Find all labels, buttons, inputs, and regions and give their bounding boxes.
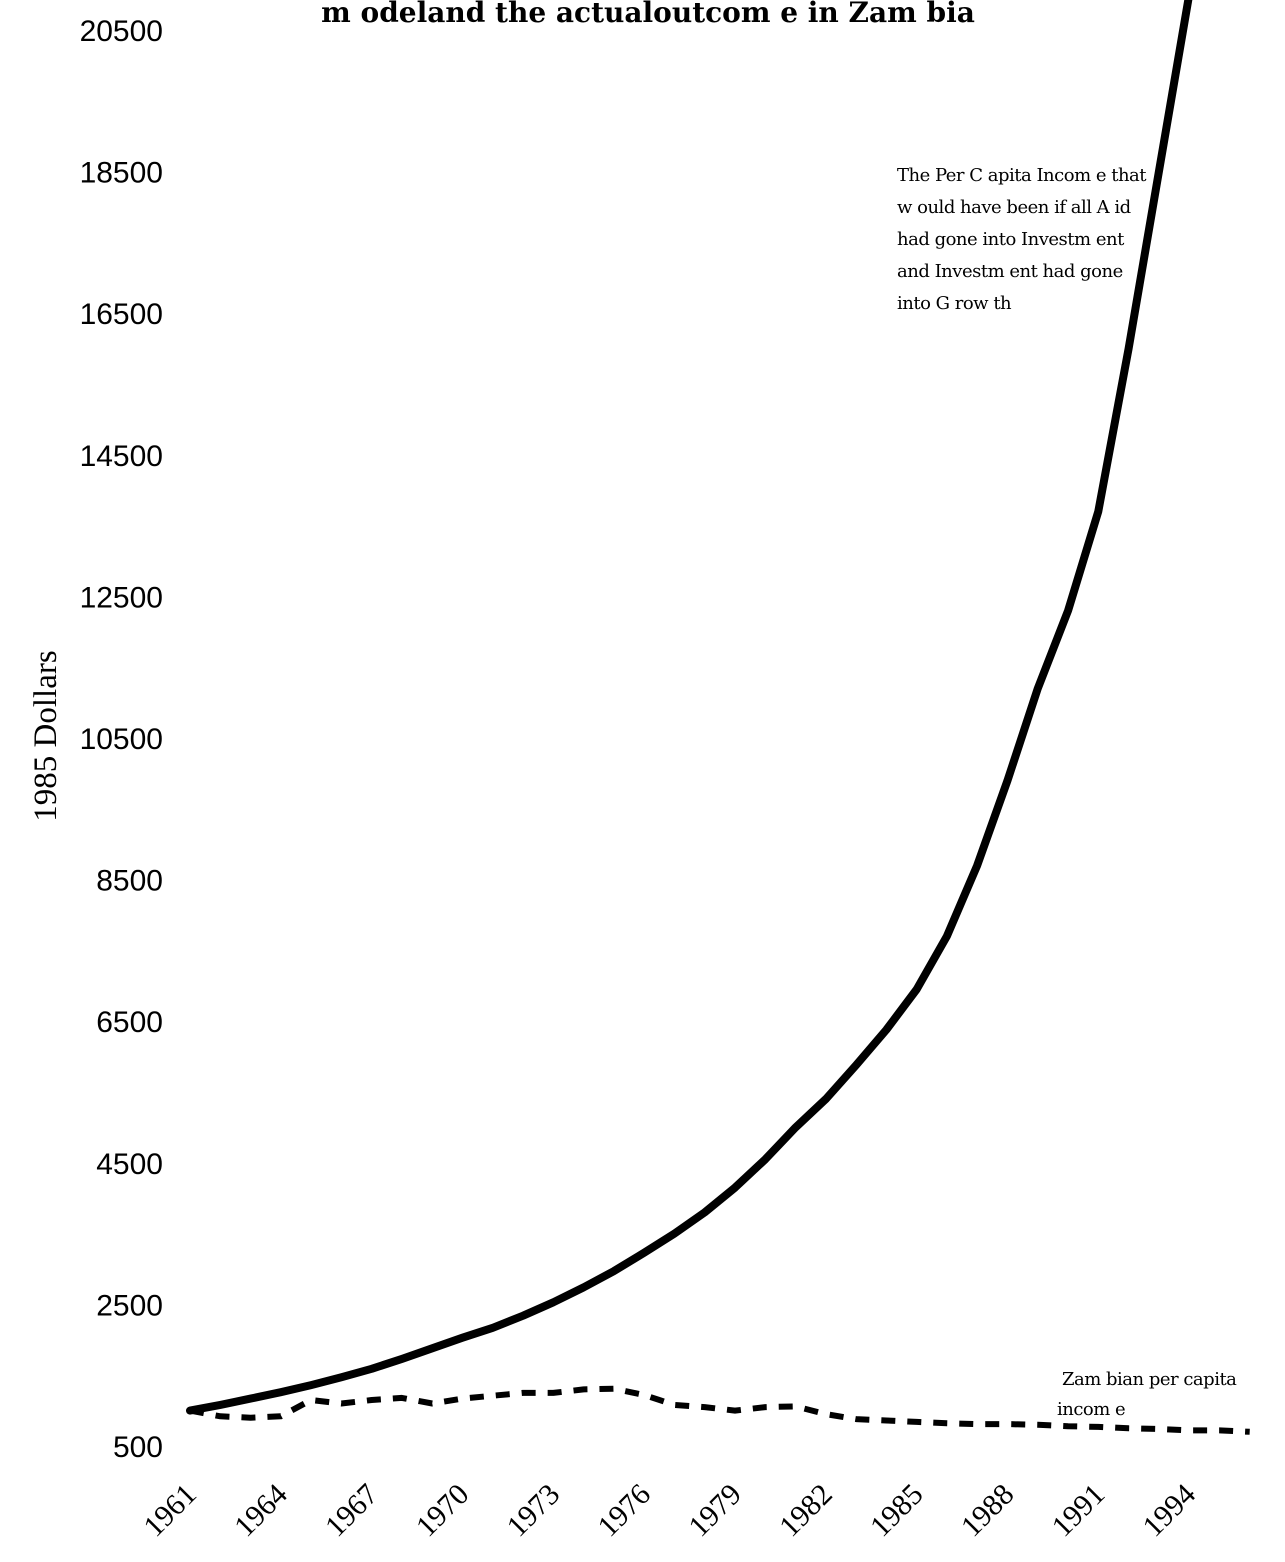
annotation-line: into G row th: [897, 293, 1012, 314]
x-tick-label: 1967: [319, 1478, 385, 1544]
y-tick-label: 6500: [96, 1006, 163, 1039]
annotation-line: incom e: [1057, 1399, 1125, 1420]
annotation-line: and Investm ent had gone: [897, 261, 1123, 282]
y-tick-label: 12500: [80, 581, 163, 614]
annotation-line: Zam bian per capita: [1062, 1369, 1237, 1390]
y-tick-label: 14500: [80, 440, 163, 473]
annotation-line: w ould have been if all A id: [897, 197, 1131, 218]
x-tick-label: 1976: [591, 1478, 657, 1544]
y-axis-label: 1985 Dollars: [28, 650, 64, 821]
series-line-actual: [189, 1385, 1250, 1435]
y-tick-label: 18500: [80, 157, 163, 190]
y-axis-ticks: 500 2500 4500 6500 8500 10500 12500 14500 16500 1…: [80, 15, 163, 1464]
annotation-line: had gone into Investm ent: [897, 229, 1125, 250]
chart-title: m odeland the actualoutcom e in Zam bia: [321, 0, 975, 29]
annotation-zambia-income: Zam bian per capita incom e: [1057, 1369, 1238, 1420]
y-tick-label: 4500: [96, 1148, 163, 1181]
x-tick-label: 1979: [682, 1478, 748, 1544]
x-tick-label: 1961: [137, 1478, 203, 1544]
x-tick-label: 1982: [773, 1478, 839, 1544]
x-tick-label: 1970: [410, 1478, 476, 1544]
y-tick-label: 10500: [80, 723, 163, 756]
x-tick-label: 1964: [228, 1478, 294, 1544]
x-tick-label: 1973: [501, 1478, 567, 1544]
y-tick-label: 16500: [80, 298, 163, 331]
annotation-line: The Per C apita Incom e that: [897, 165, 1147, 186]
y-tick-label: 500: [113, 1431, 163, 1464]
series-lines: [186, 0, 1250, 1435]
series-line-model: [186, 0, 1193, 1415]
y-tick-label: 8500: [96, 865, 163, 898]
y-tick-label: 20500: [80, 15, 163, 48]
x-tick-label: 1994: [1136, 1478, 1202, 1544]
x-tick-label: 1988: [955, 1478, 1021, 1544]
y-tick-label: 2500: [96, 1289, 163, 1322]
x-tick-label: 1985: [864, 1478, 930, 1544]
annotation-model-income: The Per C apita Incom e that w ould have …: [897, 165, 1148, 314]
x-tick-label: 1991: [1046, 1478, 1112, 1544]
x-axis-ticks: 1961 1964 1967 1970 1973 1976 1979 1982 1985 1988…: [137, 1478, 1202, 1544]
